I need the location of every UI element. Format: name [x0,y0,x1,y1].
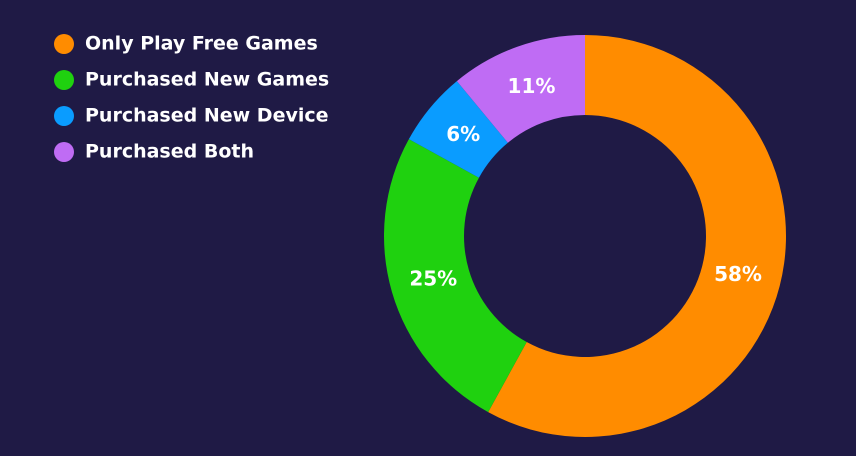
legend-marker [54,34,74,54]
value-label: 58% [714,262,762,286]
value-label: 6% [446,122,480,146]
donut-slice [488,35,786,438]
value-label: 25% [409,267,457,291]
legend-text: Only Play Free Games [85,33,318,55]
value-label: 11% [508,74,556,98]
legend-text: Purchased New Games [85,69,329,91]
donut-slice [408,81,508,178]
donut-slice [456,35,585,143]
legend-marker [54,70,74,90]
legend-marker [54,106,74,126]
legend-marker [54,142,74,162]
legend-text: Purchased Both [85,141,254,163]
donut-slice [383,139,527,413]
legend-text: Purchased New Device [85,105,329,127]
